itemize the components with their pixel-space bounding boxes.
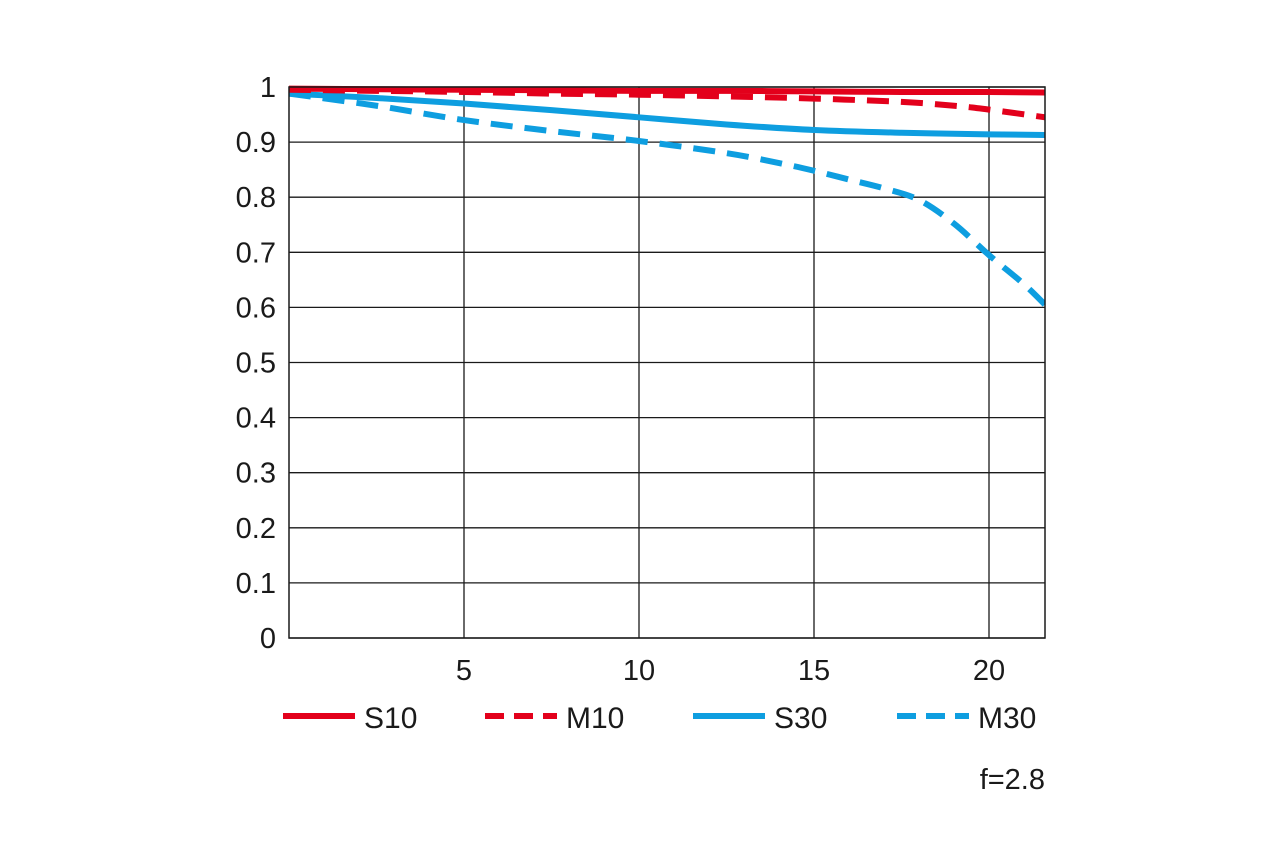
grid — [289, 86, 1045, 639]
aperture-note: f=2.8 — [980, 764, 1045, 796]
x-tick-label: 10 — [623, 655, 655, 687]
legend-label: S30 — [774, 702, 827, 735]
x-tick-label: 20 — [973, 655, 1005, 687]
legend-label: S10 — [364, 702, 417, 735]
series-line-m30 — [289, 90, 1045, 307]
legend-item-s10: S10 — [283, 702, 417, 735]
y-tick-label: 0.6 — [236, 292, 276, 324]
legend-item-m30: M30 — [897, 702, 1036, 735]
plot-border — [288, 86, 1046, 639]
y-tick-label: 0.4 — [236, 403, 276, 435]
y-tick-label: 0 — [260, 623, 276, 655]
legend-item-s30: S30 — [693, 702, 827, 735]
y-tick-label: 0.5 — [236, 348, 276, 380]
y-tick-label: 0.9 — [236, 127, 276, 159]
legend-label: M10 — [566, 702, 624, 735]
y-tick-label: 0.2 — [236, 513, 276, 545]
legend: S10 M10 S30 M30 — [283, 702, 1036, 735]
y-tick-label: 0.3 — [236, 458, 276, 490]
x-tick-labels: 5 10 15 20 — [456, 655, 1005, 687]
series-line-s30 — [289, 90, 1045, 138]
y-tick-label: 0.1 — [236, 568, 276, 600]
y-tick-label: 1 — [260, 72, 276, 104]
y-tick-label: 0.7 — [236, 237, 276, 269]
x-tick-label: 15 — [798, 655, 830, 687]
plot-frame — [288, 86, 1046, 639]
y-tick-label: 0.8 — [236, 182, 276, 214]
series-line-s10 — [289, 85, 1045, 96]
legend-item-m10: M10 — [485, 702, 624, 735]
series-lines — [289, 85, 1045, 307]
legend-label: M30 — [978, 702, 1036, 735]
y-tick-labels: 0 0.1 0.2 0.3 0.4 0.5 0.6 0.7 0.8 0.9 1 — [236, 72, 276, 655]
x-tick-label: 5 — [456, 655, 472, 687]
